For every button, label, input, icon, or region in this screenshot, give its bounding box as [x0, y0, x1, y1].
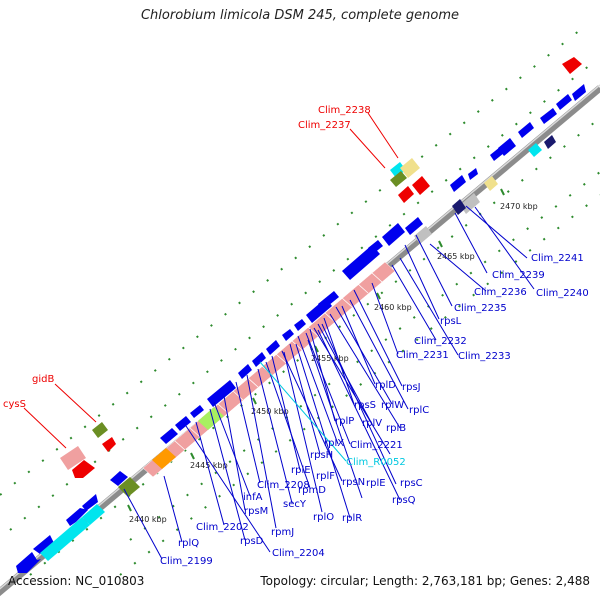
scale-tick-2445: 2445 kbp: [190, 461, 228, 470]
label-clim-2240: Clim_2240: [536, 288, 589, 299]
label-clim-2202: Clim_2202: [196, 522, 249, 533]
label-clim-2204: Clim_2204: [272, 548, 325, 559]
label-gidb: gidB: [32, 374, 54, 385]
label-rplb: rplB: [386, 423, 406, 434]
scale-tick-labels: 2440 kbp 2445 kbp 2450 kbp 2455 kbp 2460…: [129, 202, 538, 524]
outer-dotted-track: [0, 29, 600, 576]
label-rpsc: rpsC: [400, 478, 423, 489]
label-rplq: rplQ: [178, 538, 199, 549]
label-rplv: rplV: [362, 418, 382, 429]
scale-tick-2450: 2450 kbp: [251, 407, 289, 416]
label-rpld: rplD: [375, 380, 396, 391]
label-rpmd: rpmD: [298, 485, 326, 496]
label-infa: infA: [243, 492, 263, 503]
label-rple-2: rplE: [291, 465, 311, 476]
label-clim-2239: Clim_2239: [492, 270, 545, 281]
label-rpsl: rpsL: [440, 316, 462, 327]
label-clim-2238: Clim_2238: [318, 105, 371, 116]
scale-tick-2470: 2470 kbp: [500, 202, 538, 211]
label-rplf: rplF: [316, 471, 335, 482]
scale-tick-2455: 2455 kbp: [311, 354, 349, 363]
label-leader-lines: [23, 112, 535, 560]
label-clim-2237: Clim_2237: [298, 120, 351, 131]
reverse-genes[interactable]: [72, 57, 582, 478]
label-rpsm: rpsM: [244, 506, 268, 517]
label-rplo: rplO: [313, 512, 334, 523]
label-rpsn: rpsN: [342, 477, 365, 488]
label-clim-2241: Clim_2241: [531, 253, 584, 264]
scale-ticks: [127, 188, 505, 512]
reverse-pink-genes[interactable]: [60, 446, 86, 470]
genome-title: Chlorobium limicola DSM 245, complete ge…: [140, 8, 460, 23]
label-rplc: rplC: [409, 405, 429, 416]
accession-text: Accession: NC_010803: [8, 574, 145, 588]
label-rplw: rplW: [381, 400, 404, 411]
label-rpss: rpsS: [354, 400, 376, 411]
label-rpsj: rpsJ: [402, 382, 421, 393]
label-secy: secY: [283, 499, 307, 510]
gene-labels: Clim_2238 Clim_2237 gidB cysS Clim_2241 …: [3, 105, 589, 567]
label-clim-2235: Clim_2235: [454, 303, 507, 314]
label-rple-1: rplE: [366, 478, 386, 489]
label-clim-2233: Clim_2233: [458, 351, 511, 362]
scale-tick-2465: 2465 kbp: [437, 252, 475, 261]
label-clim-2208: Clim_2208: [257, 480, 310, 491]
scale-tick-2440: 2440 kbp: [129, 515, 167, 524]
label-clim-2236: Clim_2236: [474, 287, 527, 298]
label-rplp: rplP: [335, 416, 354, 427]
label-clim-2232: Clim_2232: [414, 336, 467, 347]
other-features[interactable]: [40, 135, 556, 561]
label-rplr: rplR: [342, 513, 362, 524]
label-clim-2221: Clim_2221: [350, 440, 403, 451]
forward-genes[interactable]: [16, 84, 586, 573]
label-rplx: rplX: [324, 438, 344, 449]
genome-summary-text: Topology: circular; Length: 2,763,181 bp…: [260, 574, 590, 588]
label-rpsh: rpsH: [310, 450, 333, 461]
label-rpsd: rpsD: [240, 536, 264, 547]
label-clim-r0052: Clim_R0052: [346, 457, 406, 468]
scale-tick-2460: 2460 kbp: [374, 303, 412, 312]
label-clim-2199: Clim_2199: [160, 556, 213, 567]
label-clim-2231: Clim_2231: [396, 350, 449, 361]
label-rpsq: rpsQ: [392, 495, 416, 506]
label-cyss: cysS: [3, 399, 26, 410]
label-rpmj: rpmJ: [271, 527, 294, 538]
